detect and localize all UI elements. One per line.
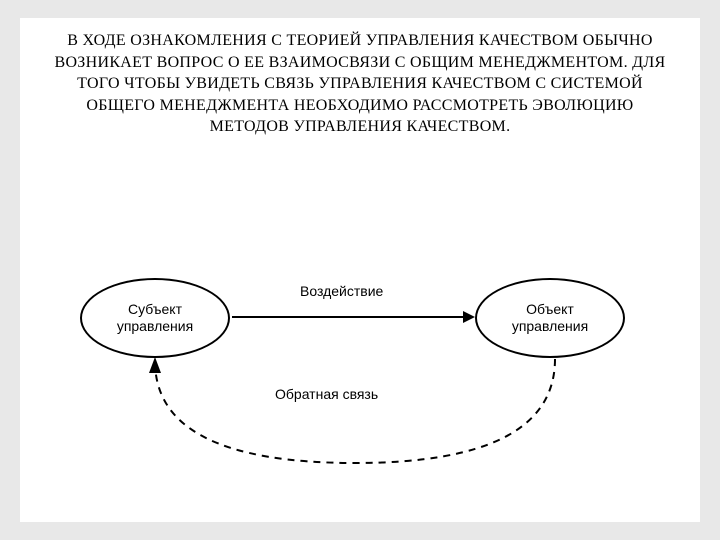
node-object: Объектуправления: [475, 278, 625, 358]
title-text: В ХОДЕ ОЗНАКОМЛЕНИЯ С ТЕОРИЕЙ УПРАВЛЕНИЯ…: [50, 30, 670, 138]
edge-forward-label: Воздействие: [300, 283, 383, 299]
node-subject-label: Субъектуправления: [117, 301, 193, 336]
slide: В ХОДЕ ОЗНАКОМЛЕНИЯ С ТЕОРИЕЙ УПРАВЛЕНИЯ…: [20, 18, 700, 522]
edge-feedback-curve: [115, 353, 595, 483]
node-subject: Субъектуправления: [80, 278, 230, 358]
edge-forward-arrow: [232, 316, 473, 318]
diagram-container: Субъектуправления Объектуправления Возде…: [80, 238, 640, 498]
node-object-label: Объектуправления: [512, 301, 588, 336]
